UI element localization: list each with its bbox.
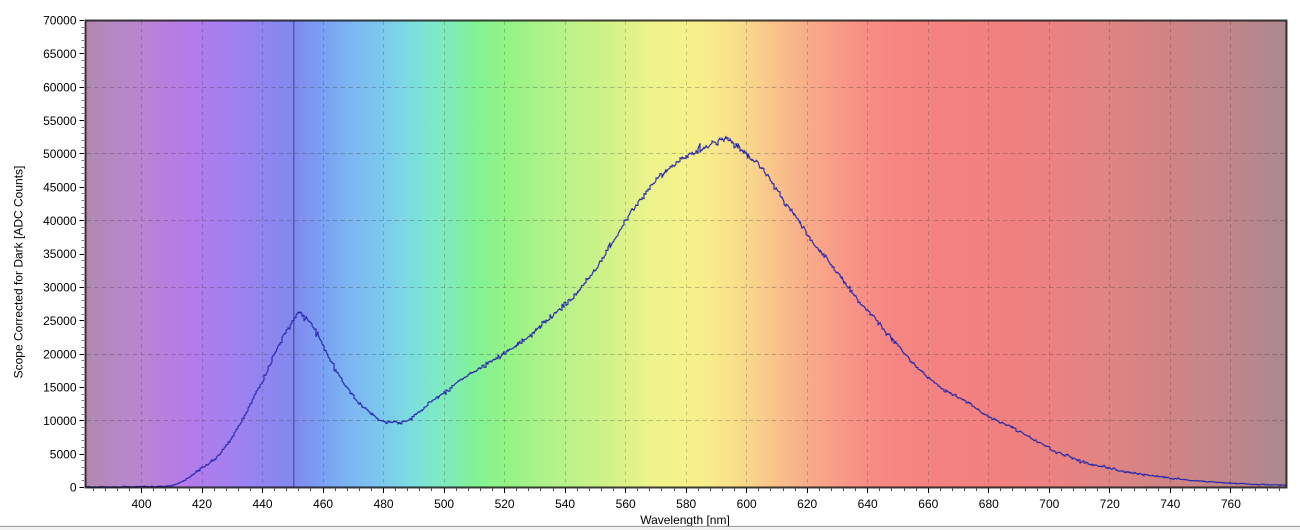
svg-text:Wavelength [nm]: Wavelength [nm] xyxy=(640,513,730,527)
svg-text:Scope Corrected for Dark [ADC: Scope Corrected for Dark [ADC Counts] xyxy=(12,166,26,379)
svg-text:55000: 55000 xyxy=(43,114,77,128)
svg-text:10000: 10000 xyxy=(43,414,77,428)
svg-text:65000: 65000 xyxy=(43,47,77,61)
svg-text:45000: 45000 xyxy=(43,181,77,195)
svg-text:720: 720 xyxy=(1100,497,1120,511)
svg-text:15000: 15000 xyxy=(43,381,77,395)
svg-text:740: 740 xyxy=(1160,497,1180,511)
svg-text:35000: 35000 xyxy=(43,247,77,261)
svg-text:60000: 60000 xyxy=(43,80,77,94)
svg-text:25000: 25000 xyxy=(43,314,77,328)
svg-text:5000: 5000 xyxy=(50,447,77,461)
svg-text:600: 600 xyxy=(737,497,757,511)
svg-text:560: 560 xyxy=(616,497,636,511)
svg-text:760: 760 xyxy=(1221,497,1241,511)
svg-text:480: 480 xyxy=(374,497,394,511)
svg-text:500: 500 xyxy=(434,497,454,511)
svg-text:0: 0 xyxy=(70,481,77,495)
svg-text:40000: 40000 xyxy=(43,214,77,228)
svg-text:580: 580 xyxy=(676,497,696,511)
svg-text:460: 460 xyxy=(313,497,333,511)
svg-text:50000: 50000 xyxy=(43,147,77,161)
svg-text:20000: 20000 xyxy=(43,347,77,361)
svg-text:420: 420 xyxy=(192,497,212,511)
svg-text:540: 540 xyxy=(555,497,575,511)
svg-text:520: 520 xyxy=(495,497,515,511)
svg-text:680: 680 xyxy=(979,497,999,511)
svg-text:700: 700 xyxy=(1039,497,1059,511)
svg-text:400: 400 xyxy=(131,497,151,511)
svg-text:640: 640 xyxy=(858,497,878,511)
svg-text:620: 620 xyxy=(797,497,817,511)
svg-text:660: 660 xyxy=(918,497,938,511)
svg-text:70000: 70000 xyxy=(43,14,77,28)
svg-text:440: 440 xyxy=(252,497,272,511)
svg-text:30000: 30000 xyxy=(43,281,77,295)
